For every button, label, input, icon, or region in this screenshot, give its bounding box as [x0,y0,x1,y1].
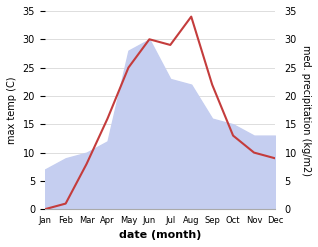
Y-axis label: med. precipitation (kg/m2): med. precipitation (kg/m2) [301,45,311,176]
X-axis label: date (month): date (month) [119,230,201,240]
Y-axis label: max temp (C): max temp (C) [7,76,17,144]
